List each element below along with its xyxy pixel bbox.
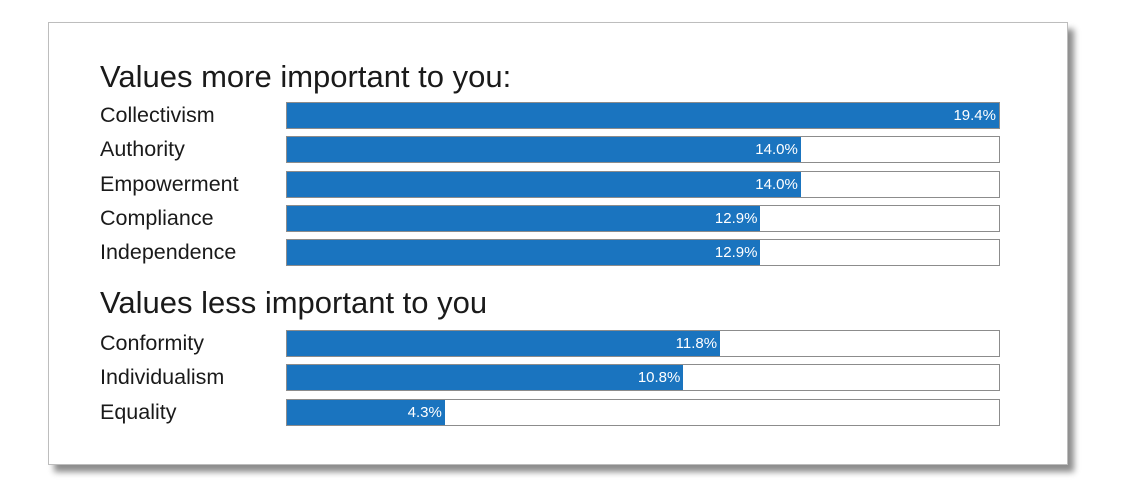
bar-value-label: 12.9% <box>714 244 758 262</box>
bar-value-label: 12.9% <box>714 209 758 227</box>
bar: 14.0% <box>287 171 801 197</box>
category-label: Empowerment <box>100 171 239 196</box>
section-title-1: Values less important to you <box>100 285 488 320</box>
bar-track: 19.4% <box>286 102 1000 129</box>
category-label: Equality <box>100 399 177 424</box>
bar-value-label: 11.8% <box>675 335 718 352</box>
bar: 4.3% <box>287 399 445 425</box>
bar-track: 12.9% <box>286 204 1000 232</box>
bar-value-label: 19.4% <box>953 107 996 124</box>
bar: 19.4% <box>287 103 999 128</box>
bar-track: 14.0% <box>286 170 1000 198</box>
chart-card: Values more important to you: Collectivis… <box>48 22 1068 465</box>
section-title-0: Values more important to you: <box>100 59 512 94</box>
category-label: Compliance <box>100 205 214 230</box>
category-label: Conformity <box>100 331 204 355</box>
bar-track: 11.8% <box>286 330 1000 357</box>
bar-track: 12.9% <box>286 239 1000 267</box>
bar: 14.0% <box>287 137 801 163</box>
category-label: Authority <box>100 137 185 162</box>
bar-track: 14.0% <box>286 136 1000 164</box>
bar-value-label: 14.0% <box>755 141 798 159</box>
bar-track: 10.8% <box>286 364 1000 392</box>
bar: 11.8% <box>287 331 721 356</box>
category-label: Collectivism <box>100 103 215 127</box>
bar-track: 4.3% <box>286 398 1000 426</box>
category-label: Independence <box>100 240 237 265</box>
category-label: Individualism <box>100 365 225 390</box>
bar: 12.9% <box>287 240 761 266</box>
bar-value-label: 14.0% <box>755 175 798 193</box>
bar: 10.8% <box>287 365 684 391</box>
bar: 12.9% <box>287 205 761 231</box>
bar-value-label: 10.8% <box>637 369 681 387</box>
bar-value-label: 4.3% <box>407 403 442 421</box>
